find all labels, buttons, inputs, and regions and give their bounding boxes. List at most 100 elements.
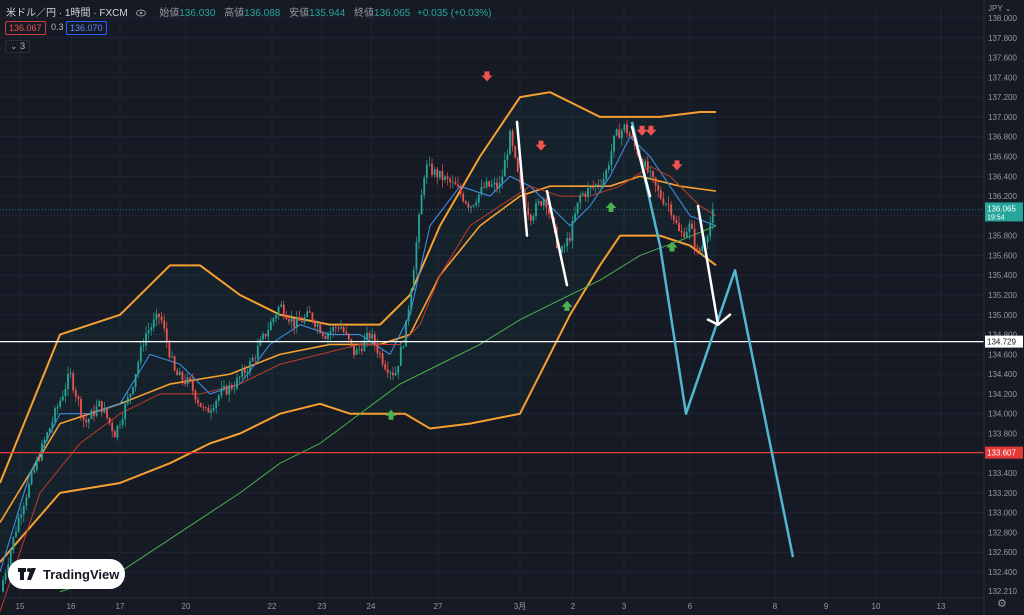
candle-body [199,402,202,408]
candle-body [67,373,69,390]
candle-body [121,419,124,425]
candle-body [106,408,108,418]
candle-body [659,190,662,199]
candle-body [51,421,54,429]
time-axis[interactable]: 15 16 17 20 22 23 24 27 3月 2 3 6 8 9 10 13 [0,597,984,611]
candle-body [329,331,332,334]
current-price-bg [985,202,1023,222]
candle-body [171,356,173,358]
tradingview-badge[interactable]: TradingView [8,559,125,589]
candle-body [316,324,319,327]
candle-body [254,357,257,359]
candle-body [4,572,7,581]
candle-body [225,385,228,395]
candle-body [2,580,4,592]
level-label: 133.607 [987,449,1016,458]
price-tick: 137.600 [988,54,1017,63]
candle-body [22,505,25,515]
candle-body [181,371,184,381]
time-tick: 16 [67,602,76,611]
currency-label[interactable]: JPY ⌄ [988,4,1012,13]
candle-body [28,483,30,498]
candle-body [129,394,132,398]
low-value: 135.944 [309,8,346,19]
price-tick: 132.600 [988,548,1017,557]
candle-body [470,206,472,208]
candle-body [197,399,199,403]
candle-body [607,165,610,171]
buy-button[interactable]: 136.070 [66,21,107,35]
candle-body [527,207,530,215]
change-value: +0.035 (+0.03%) [416,8,492,19]
candle-body [436,169,439,178]
candle-body [574,213,576,222]
eye-icon[interactable] [136,9,147,17]
candle-body [600,185,602,186]
candle-body [204,407,207,409]
candle-body [228,385,231,395]
candle-body [207,407,210,413]
candle-body [69,373,72,374]
candle-body [399,346,402,366]
time-tick: 3 [622,602,627,611]
candle-body [337,327,340,329]
price-tick: 135.400 [988,271,1017,280]
candle-body [358,348,361,350]
price-axis[interactable]: 138.000 137.800 137.600 137.400 137.200 137.0… [983,0,1024,615]
candle-body [35,459,38,470]
price-tick: 132.800 [988,528,1017,537]
candle-body [626,124,628,134]
candle-body [493,182,496,185]
candle-body [446,176,449,179]
candle-body [379,353,381,354]
price-tick: 133.000 [988,509,1017,518]
candle-body [535,203,537,216]
sell-button[interactable]: 136.067 [5,21,46,35]
price-tick: 136.200 [988,192,1017,201]
white-drawn-line [630,125,652,198]
candle-body [644,161,647,168]
drawn-lines [0,71,984,558]
candle-body [540,201,543,206]
low-label: 安値 [289,8,310,19]
candle-body [194,390,197,400]
candle-body [77,396,80,400]
candle-body [327,333,329,339]
candle-body [59,400,62,407]
candle-body [264,333,267,337]
price-axis-bg [984,0,1024,615]
tradingview-logo-icon [18,568,36,580]
candle-body [308,311,311,313]
price-tick: 138.000 [988,14,1017,23]
candle-body [490,184,493,187]
ma-long-line [59,225,717,593]
candle-body [230,385,233,389]
candle-body [319,324,322,334]
candle-body [311,312,314,321]
brand-name: TradingView [43,566,120,582]
candle-body [90,410,93,419]
candle-body [95,406,98,416]
candle-body [56,406,59,409]
candle-body [545,198,548,208]
candle-body [233,388,236,390]
candle-body [132,387,134,395]
symbol-name[interactable]: 米ドル／円 · 1時間 · FXCM [6,8,128,19]
candle-body [48,428,51,433]
level-label: 134.729 [987,338,1016,347]
candle-body [368,332,371,339]
candle-body [511,130,514,147]
candle-body [696,247,699,249]
time-tick: 9 [824,602,829,611]
candle-body [410,290,413,310]
candle-body [425,164,428,178]
candle-body [566,238,569,247]
time-tick: 24 [367,602,376,611]
indicators-toggle[interactable]: ⌄ 3 [5,40,31,53]
gear-icon[interactable]: ⚙ [997,598,1007,610]
candlesticks [2,119,714,593]
open-value: 136.030 [179,8,216,19]
candle-body [360,348,363,352]
candle-body [80,399,82,417]
